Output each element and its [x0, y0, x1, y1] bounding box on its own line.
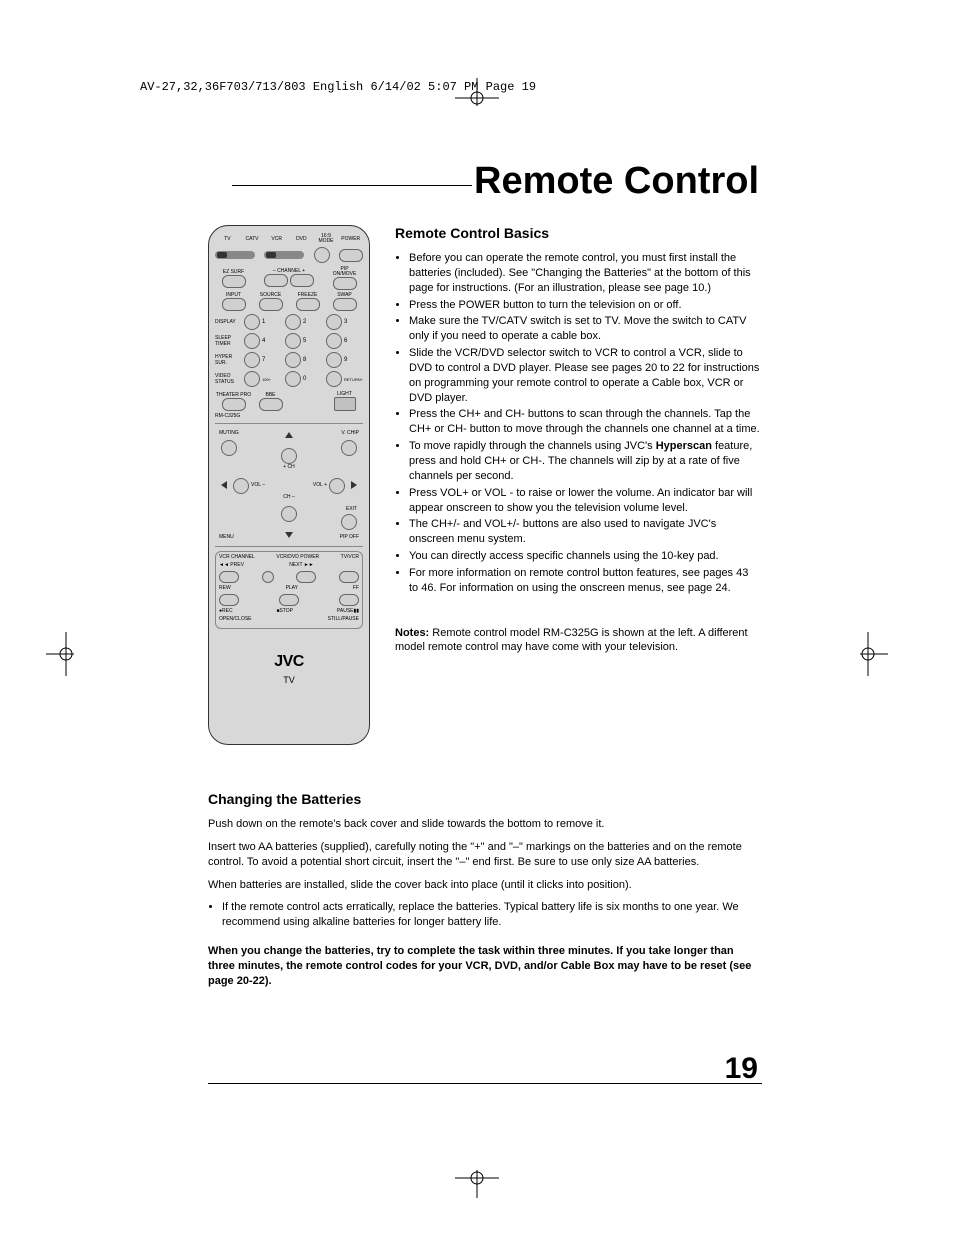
source-button — [259, 298, 283, 311]
remote-label-tv: TV — [224, 237, 230, 242]
remote-label-theater: THEATER PRO — [216, 393, 251, 398]
print-header-line: AV-27,32,36F703/713/803 English 6/14/02 … — [140, 80, 536, 94]
remote-label-power: POWER — [341, 237, 360, 242]
vcr-ch-plus — [262, 571, 274, 583]
batteries-p1: Push down on the remote's back cover and… — [208, 817, 763, 832]
page-number: 19 — [725, 1052, 758, 1086]
crop-mark-right — [860, 632, 888, 676]
batteries-p2: Insert two AA batteries (supplied), care… — [208, 840, 763, 870]
basics-item: To move rapidly through the channels usi… — [409, 439, 760, 484]
basics-item: Slide the VCR/DVD selector switch to VCR… — [409, 346, 760, 405]
vcr-ch-minus — [219, 571, 239, 583]
nav-menu-label: MENU — [219, 534, 234, 540]
basics-item: Before you can operate the remote contro… — [409, 251, 760, 296]
muting-button — [221, 440, 237, 456]
remote-label-bbe: BBE — [265, 393, 275, 398]
vol-up-button — [329, 478, 345, 494]
nav-volminus-label: VOL – — [251, 482, 265, 488]
remote-label-catv: CATV — [246, 237, 259, 242]
vcr-dvd-slider — [264, 251, 304, 259]
nav-chminus-label: CH – — [283, 494, 294, 500]
remote-illustration: TV CATV VCR DVD 16:9 MODE POWER EZ SURF … — [208, 225, 370, 745]
section-batteries: Changing the Batteries Push down on the … — [208, 791, 763, 997]
num-100-button — [244, 371, 260, 387]
nav-chplus-label: + CH — [283, 464, 295, 470]
theater-button — [222, 398, 246, 411]
vchip-button — [341, 440, 357, 456]
remote-label-video: VIDEO STATUS — [215, 373, 240, 385]
remote-brand-logo: JVC — [215, 653, 363, 671]
remote-label-dvd: DVD — [296, 237, 307, 242]
crop-mark-bottom — [455, 1170, 499, 1198]
return-button — [326, 371, 342, 387]
ch-down-button — [281, 506, 297, 522]
section-basics: Remote Control Basics Before you can ope… — [395, 225, 760, 666]
num-6-button — [326, 333, 342, 349]
ff-button — [339, 594, 359, 606]
remote-navpad: MUTING V. CHIP + CH VOL – VOL + CH – EXI… — [215, 430, 363, 540]
basics-item: The CH+/- and VOL+/- buttons are also us… — [409, 517, 760, 547]
remote-label-vcr: VCR — [271, 237, 282, 242]
tv-vcr-button — [339, 571, 359, 583]
basics-heading: Remote Control Basics — [395, 225, 760, 241]
nav-muting-label: MUTING — [219, 430, 239, 436]
tv-catv-slider — [215, 251, 255, 259]
num-4-button — [244, 333, 260, 349]
bbe-button — [259, 398, 283, 411]
mode-button — [314, 247, 330, 263]
basics-item: Press the CH+ and CH- buttons to scan th… — [409, 407, 760, 437]
nav-exit-label: EXIT — [346, 506, 357, 512]
power-button — [339, 249, 363, 262]
rew-button — [219, 594, 239, 606]
basics-item: You can directly access specific channel… — [409, 549, 760, 564]
remote-label-display: DISPLAY — [215, 319, 240, 325]
num-5-button — [285, 333, 301, 349]
remote-tv-label: TV — [215, 675, 363, 685]
num-7-button — [244, 352, 260, 368]
basics-list: Before you can operate the remote contro… — [395, 251, 760, 596]
batteries-p3: When batteries are installed, slide the … — [208, 878, 763, 893]
remote-label-ezsurf: EZ SURF — [223, 270, 244, 275]
freeze-button — [296, 298, 320, 311]
num-0-button — [285, 371, 301, 387]
remote-label-hyper: HYPER SUR. — [215, 354, 240, 366]
input-button — [222, 298, 246, 311]
nav-volplus-label: VOL + — [313, 482, 327, 488]
num-8-button — [285, 352, 301, 368]
bottom-rule — [208, 1083, 762, 1084]
ezsurf-button — [222, 275, 246, 288]
basics-item: For more information on remote control b… — [409, 566, 760, 596]
basics-item: Press the POWER button to turn the telev… — [409, 298, 760, 313]
num-9-button — [326, 352, 342, 368]
swap-button — [333, 298, 357, 311]
batteries-bullet: If the remote control acts erratically, … — [222, 900, 763, 930]
basics-notes: Notes: Remote control model RM-C325G is … — [395, 626, 760, 656]
remote-model-label: RM-C325G — [215, 414, 363, 419]
title-rule — [232, 185, 472, 186]
batteries-warning: When you change the batteries, try to co… — [208, 944, 763, 989]
remote-label-sleep: SLEEP TIMER — [215, 335, 240, 347]
play-button — [279, 594, 299, 606]
remote-vcr-section: VCR CHANNELVCR/DVD POWERTV/VCR ◄◄ PREVNE… — [215, 551, 363, 629]
batteries-heading: Changing the Batteries — [208, 791, 763, 807]
num-1-button — [244, 314, 260, 330]
num-3-button — [326, 314, 342, 330]
crop-mark-left — [46, 632, 74, 676]
nav-pipoff-label: PIP OFF — [340, 534, 359, 540]
ch-up-button — [281, 448, 297, 464]
exit-button — [341, 514, 357, 530]
remote-label-169: 16:9 MODE — [314, 234, 339, 244]
vol-down-button — [233, 478, 249, 494]
num-2-button — [285, 314, 301, 330]
page-title: Remote Control — [474, 160, 759, 203]
onmove-button — [333, 277, 357, 290]
light-button — [334, 397, 356, 411]
ch-plus-button — [290, 274, 314, 287]
vcr-power — [296, 571, 316, 583]
nav-vchip-label: V. CHIP — [341, 430, 359, 436]
basics-item: Press VOL+ or VOL - to raise or lower th… — [409, 486, 760, 516]
basics-item: Make sure the TV/CATV switch is set to T… — [409, 314, 760, 344]
ch-minus-button — [264, 274, 288, 287]
